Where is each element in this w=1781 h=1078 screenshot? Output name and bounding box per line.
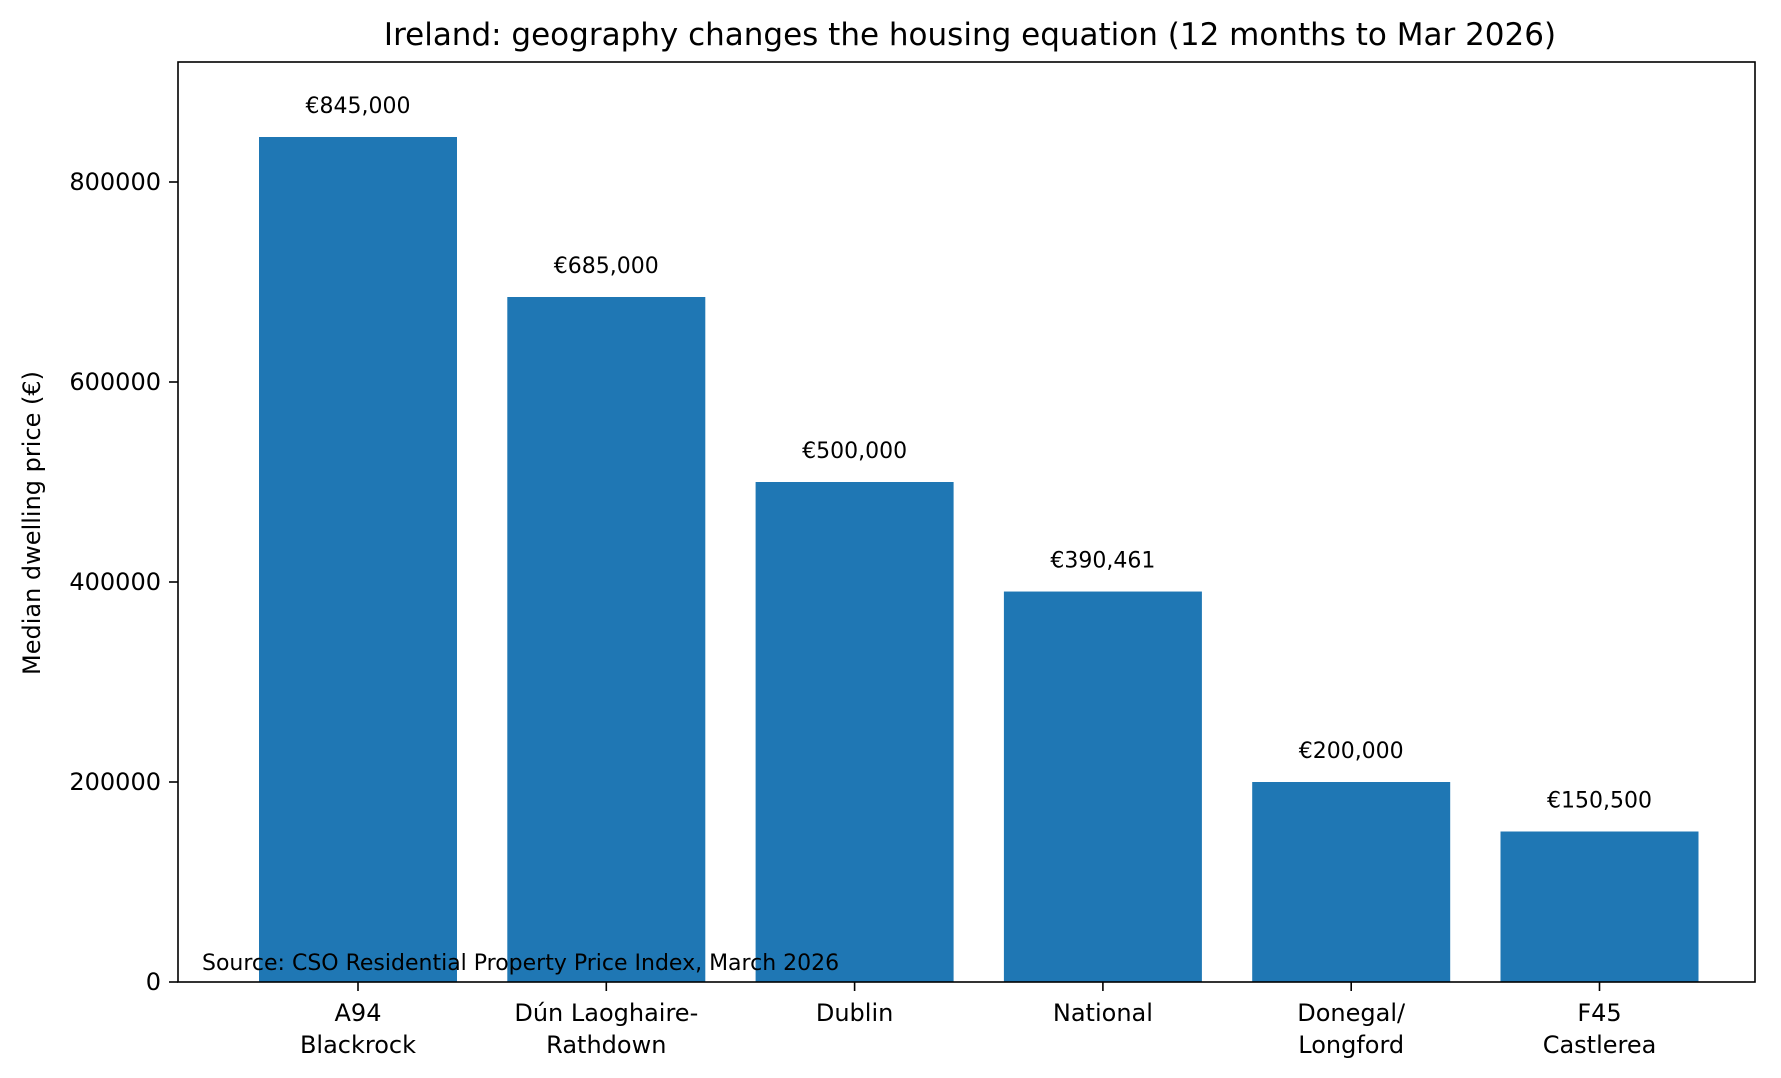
x-tick-label-2: Dublin [816, 999, 893, 1027]
data-label-2: €500,000 [802, 439, 907, 464]
data-labels-group: €845,000 €685,000 €500,000 €390,461 €200,000… [306, 94, 1652, 814]
x-tick-label-0: A94 Blackrock [300, 999, 416, 1059]
bar-5 [1500, 831, 1699, 982]
x-tick-label-1-line-1: Rathdown [546, 1031, 666, 1059]
x-tick-label-4-line-0: Donegal/ [1297, 999, 1406, 1027]
plot-frame [177, 61, 1756, 983]
x-tick-label-2-line-0: Dublin [816, 999, 893, 1027]
x-tick-label-4-line-1: Longford [1298, 1031, 1404, 1059]
bars-group [259, 137, 1699, 982]
data-label-0: €845,000 [306, 94, 411, 119]
chart-title: Ireland: geography changes the housing e… [384, 17, 1556, 53]
x-tick-label-3-line-0: National [1053, 999, 1153, 1027]
x-tick-label-5: F45 Castlerea [1543, 999, 1657, 1059]
x-tick-label-0-line-1: Blackrock [300, 1031, 416, 1059]
x-tick-label-4: Donegal/Longford [1297, 999, 1406, 1059]
bar-1 [507, 297, 706, 982]
y-axis-ticks: 0 200000 400000 600000 800000 [69, 168, 178, 996]
data-label-5: €150,500 [1547, 789, 1652, 814]
x-tick-label-1-line-0: Dún Laoghaire- [514, 999, 698, 1027]
bar-2 [755, 482, 954, 982]
y-tick-label-1: 200000 [69, 768, 161, 796]
data-label-3: €390,461 [1050, 549, 1155, 574]
x-tick-label-0-line-0: A94 [335, 999, 382, 1027]
bar-3 [1003, 591, 1202, 982]
y-axis-label: Median dwelling price (€) [18, 371, 46, 675]
y-tick-label-4: 800000 [69, 168, 161, 196]
x-axis-ticks: A94 Blackrock Dún Laoghaire- Rathdown Dublin… [300, 982, 1656, 1059]
y-tick-label-2: 400000 [69, 568, 161, 596]
y-tick-label-3: 600000 [69, 368, 161, 396]
x-tick-label-5-line-0: F45 [1577, 999, 1621, 1027]
x-tick-label-1: Dún Laoghaire- Rathdown [514, 999, 698, 1059]
source-annotation: Source: CSO Residential Property Price I… [202, 951, 839, 976]
x-tick-label-5-line-1: Castlerea [1543, 1031, 1657, 1059]
x-tick-label-3: National [1053, 999, 1153, 1027]
data-label-4: €200,000 [1299, 739, 1404, 764]
bar-0 [259, 137, 457, 982]
bar-4 [1252, 782, 1451, 982]
y-tick-label-0: 0 [146, 968, 161, 996]
data-label-1: €685,000 [554, 254, 659, 279]
